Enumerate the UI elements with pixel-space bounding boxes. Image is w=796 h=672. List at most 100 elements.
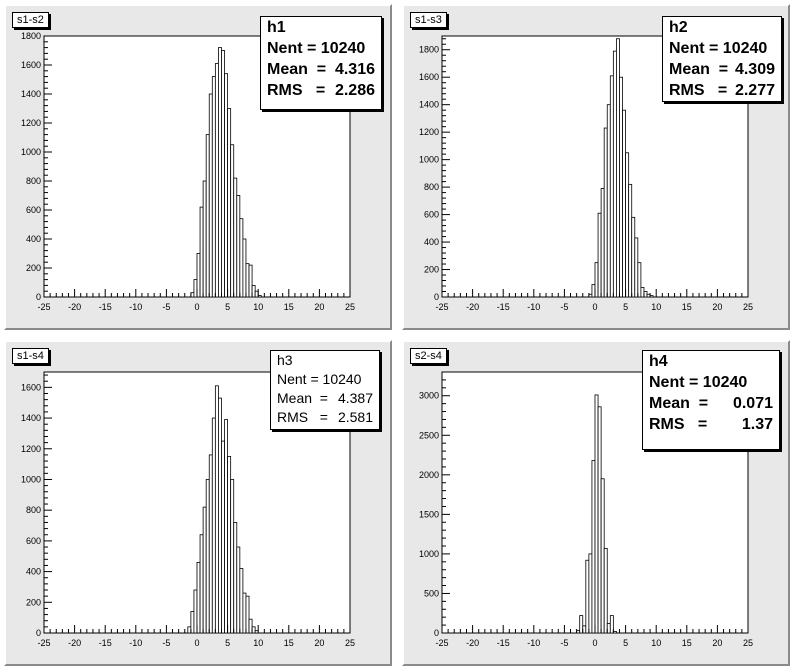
y-tick-label: 1200 <box>21 118 41 128</box>
x-tick-label: -10 <box>527 302 540 312</box>
y-tick-label: 1400 <box>21 89 41 99</box>
y-tick-label: 1000 <box>21 474 41 484</box>
y-tick-label: 1200 <box>21 444 41 454</box>
stats-rms-row: RMS = 2.286 <box>267 80 375 101</box>
stats-mean-label: Mean = <box>267 61 327 78</box>
histogram-bar <box>239 218 244 298</box>
x-tick-label: 20 <box>712 638 722 648</box>
y-tick-label: 500 <box>424 588 439 598</box>
y-tick-label: 1500 <box>419 509 439 519</box>
histogram-bar <box>208 454 213 634</box>
y-tick-label: 800 <box>26 505 41 515</box>
pad-s1-s2[interactable]: -25 -20 -15 -10 -5 0 5 10 15 20 25 0 200 400 600 800 100… <box>4 4 392 330</box>
histogram-bar <box>597 212 602 298</box>
stats-rms-label: RMS = <box>267 82 326 99</box>
histogram-bar <box>214 63 219 298</box>
histogram-bar <box>242 238 247 298</box>
x-tick-label: -25 <box>37 638 50 648</box>
x-tick-label: -20 <box>466 302 479 312</box>
stats-entries-value: 10240 <box>322 371 362 387</box>
histogram-bar <box>619 76 623 298</box>
histogram-bar <box>631 216 636 298</box>
x-tick-label: 0 <box>592 302 597 312</box>
histogram-bar <box>202 180 207 298</box>
x-tick-label: 15 <box>284 302 294 312</box>
y-tick-label: 0 <box>36 628 41 638</box>
x-tick-label: -25 <box>435 638 448 648</box>
stats-name: h3 <box>277 352 293 368</box>
y-tick-label: 400 <box>26 234 41 244</box>
y-tick-label: 1600 <box>419 72 439 82</box>
histogram-bar <box>637 262 642 298</box>
histogram-bar <box>214 385 219 634</box>
histogram-bar <box>227 108 232 298</box>
stats-entries-label: Nent = <box>649 374 699 391</box>
x-tick-label: -15 <box>497 638 510 648</box>
x-tick-label: -5 <box>560 638 568 648</box>
stats-box[interactable]: h2 Nent = 10240 Mean = 4.309 RMS = 2.277 <box>662 16 782 102</box>
y-tick-label: 1800 <box>419 45 439 55</box>
stats-rms-value: 2.581 <box>337 409 373 425</box>
histogram-bar <box>594 394 599 634</box>
stats-entries-row: Nent = 10240 <box>277 370 373 389</box>
stats-entries-value: 10240 <box>722 40 768 57</box>
stats-entries-row: Nent = 10240 <box>649 372 773 393</box>
x-tick-label: 25 <box>345 638 355 648</box>
y-tick-label: 800 <box>424 182 439 192</box>
stats-rms-label: RMS = <box>649 416 708 433</box>
stats-rms-row: RMS = 2.277 <box>669 80 775 101</box>
x-tick-label: -5 <box>560 302 568 312</box>
histogram-bar <box>248 264 253 298</box>
y-tick-label: 1600 <box>21 60 41 70</box>
histogram-bar <box>248 618 253 634</box>
stats-rms-label: RMS = <box>669 82 728 99</box>
histogram-bar <box>597 406 602 634</box>
x-tick-label: -25 <box>435 302 448 312</box>
y-tick-label: 1000 <box>419 549 439 559</box>
x-tick-label: 0 <box>194 638 199 648</box>
x-tick-label: 25 <box>345 302 355 312</box>
histogram-bar <box>211 76 216 298</box>
x-tick-label: 25 <box>743 302 753 312</box>
histogram-bar <box>205 479 210 634</box>
histogram-bar <box>622 109 626 298</box>
pad-s1-s3[interactable]: -25 -20 -15 -10 -5 0 5 10 15 20 25 0 200 400 600 800 100… <box>402 4 790 330</box>
histogram-bar <box>612 50 617 298</box>
stats-box[interactable]: h3 Nent = 10240 Mean = 4.387 RMS = 2.581 <box>270 350 380 430</box>
y-tick-label: 3000 <box>419 391 439 401</box>
stats-entries-label: Nent = <box>267 40 317 57</box>
y-tick-label: 2500 <box>419 430 439 440</box>
y-tick-label: 1400 <box>21 413 41 423</box>
histogram-bar <box>233 177 238 298</box>
stats-box[interactable]: h4 Nent = 10240 Mean = 0.071 RMS = 1.37 <box>642 350 780 450</box>
x-tick-label: -5 <box>162 302 170 312</box>
pad-s2-s4[interactable]: -25 -20 -15 -10 -5 0 5 10 15 20 25 0 500 1000 1500 2000… <box>402 340 790 666</box>
y-tick-label: 1600 <box>21 382 41 392</box>
x-tick-label: -10 <box>527 638 540 648</box>
x-tick-label: -5 <box>162 638 170 648</box>
histogram-bar <box>588 553 593 634</box>
histogram-bar <box>245 263 250 298</box>
x-tick-label: 5 <box>225 638 230 648</box>
histogram-bar <box>634 237 639 298</box>
y-tick-label: 400 <box>26 567 41 577</box>
stats-mean-row: Mean = 4.309 <box>669 59 775 80</box>
stats-box[interactable]: h1 Nent = 10240 Mean = 4.316 RMS = 2.286 <box>260 16 382 110</box>
histogram-bar <box>230 144 235 298</box>
histogram-bar <box>227 456 232 634</box>
stats-rms-value: 1.37 <box>741 416 773 433</box>
x-tick-label: -15 <box>99 638 112 648</box>
stats-entries-label: Nent = <box>669 40 719 57</box>
x-tick-label: 10 <box>651 302 661 312</box>
histogram-bar <box>600 188 605 298</box>
histogram-bar <box>239 568 244 634</box>
y-tick-label: 0 <box>36 292 41 302</box>
stats-entries-value: 10240 <box>320 40 366 57</box>
histogram-bar <box>218 397 222 634</box>
histogram-bar <box>221 50 225 298</box>
pad-s1-s4[interactable]: -25 -20 -15 -10 -5 0 5 10 15 20 25 0 200 400 600 800 100… <box>4 340 392 666</box>
y-tick-label: 200 <box>424 265 439 275</box>
histogram-bar <box>224 73 228 298</box>
histogram-bar <box>585 559 590 634</box>
histogram-bar <box>211 417 216 634</box>
